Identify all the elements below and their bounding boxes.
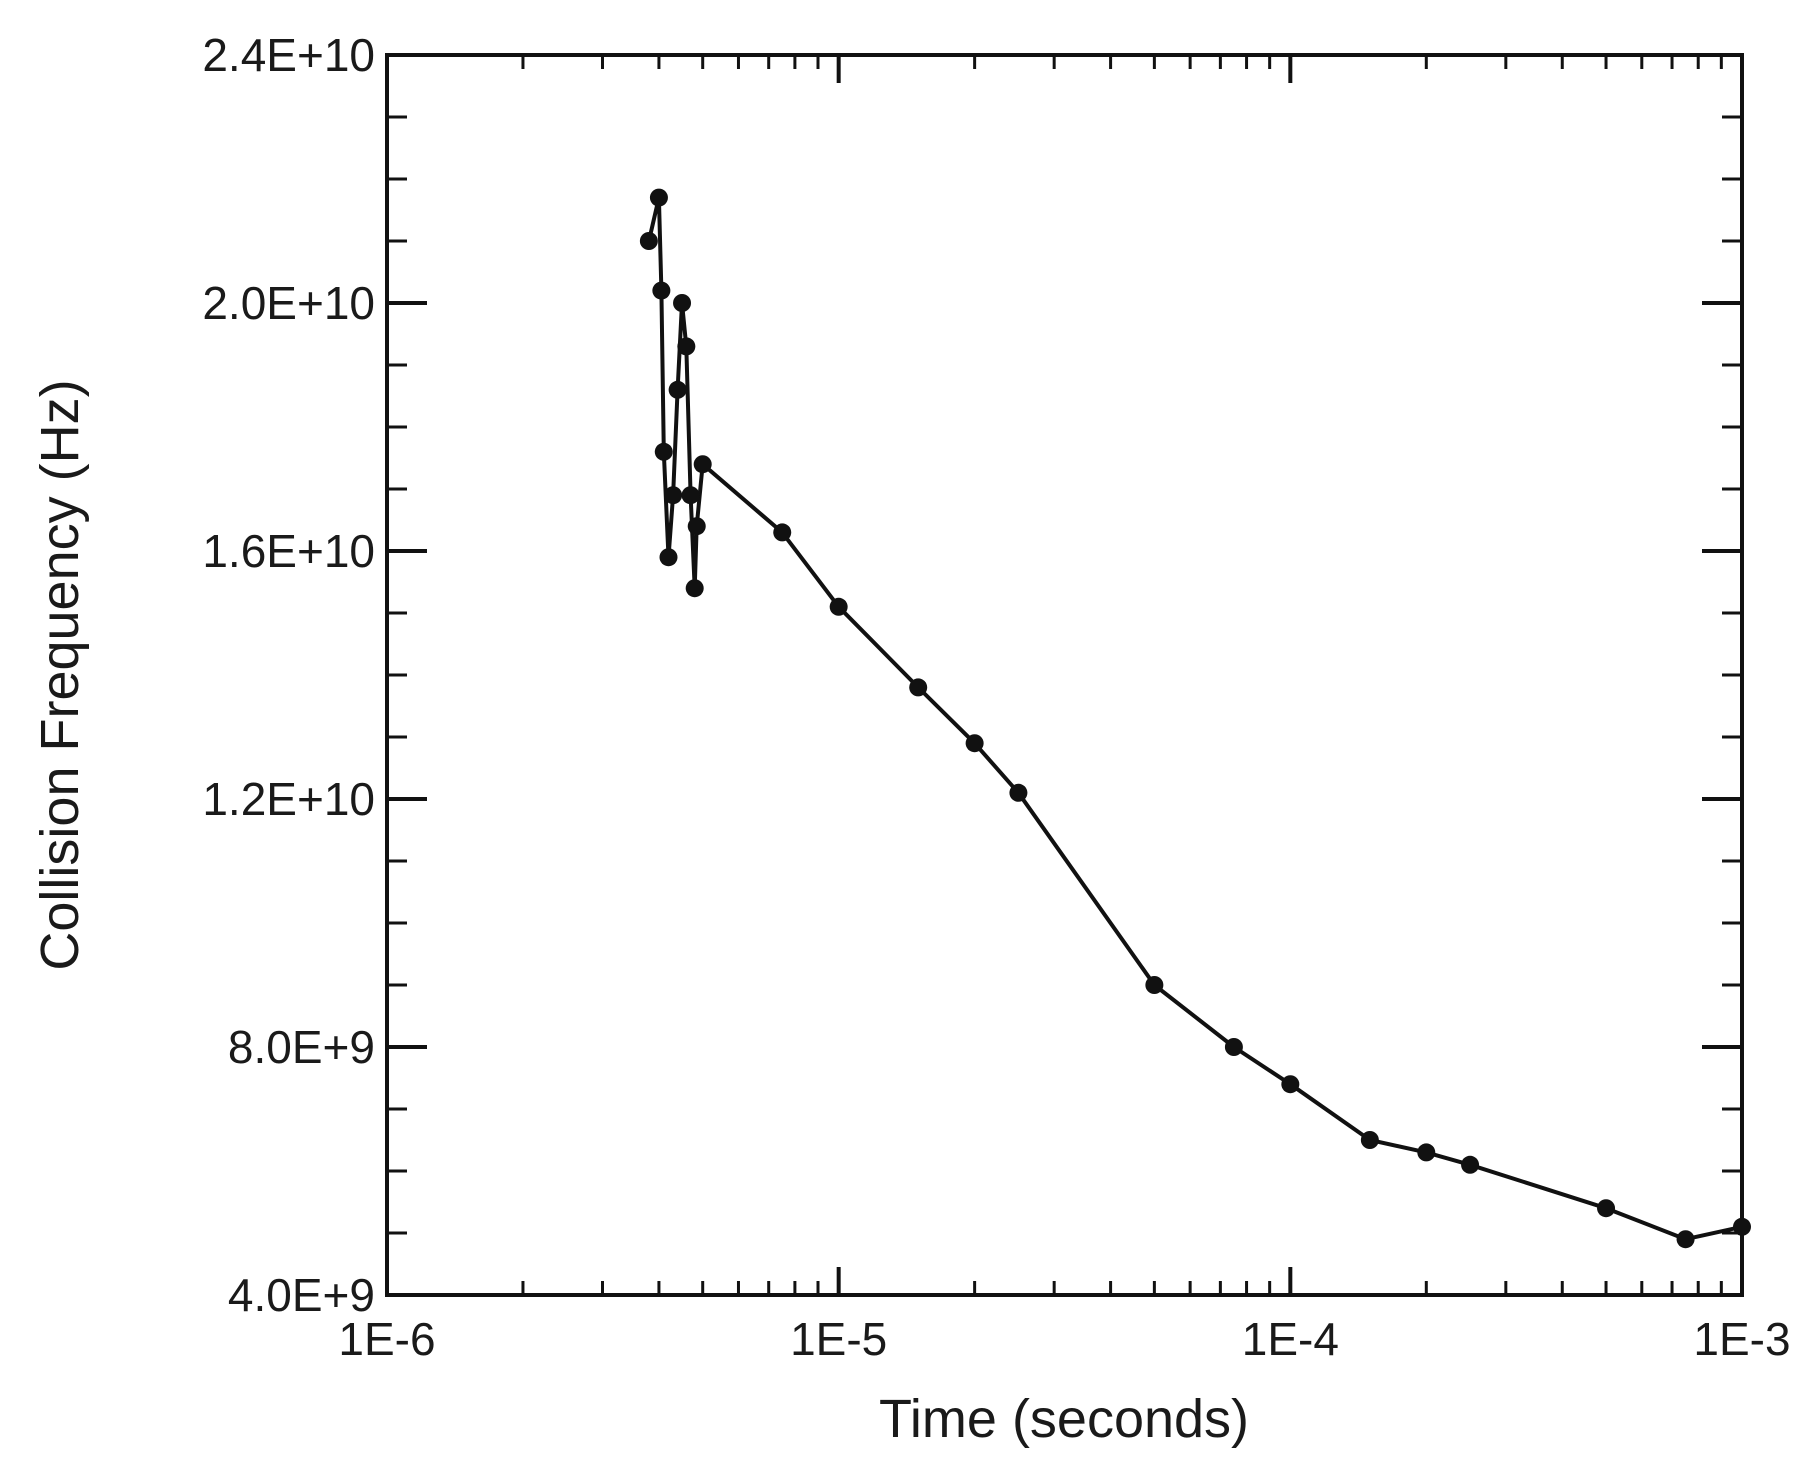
data-point bbox=[639, 232, 658, 250]
data-point bbox=[654, 442, 673, 461]
x-tick-labels: 1E-6 1E-5 1E-4 1E-3 bbox=[338, 1313, 1790, 1365]
data-point bbox=[909, 678, 928, 697]
series-layer bbox=[639, 188, 1751, 1249]
y-axis-title: Collision Frequency (Hz) bbox=[30, 379, 90, 970]
data-point bbox=[685, 579, 704, 598]
y-tick-label: 1.6E+10 bbox=[202, 525, 375, 577]
data-point bbox=[1461, 1155, 1480, 1174]
x-tick-label: 1E-4 bbox=[1242, 1313, 1339, 1365]
data-point bbox=[659, 548, 678, 567]
data-point bbox=[1281, 1075, 1300, 1094]
data-point bbox=[649, 188, 668, 207]
data-point bbox=[1145, 976, 1164, 994]
data-point bbox=[1733, 1217, 1751, 1236]
data-point bbox=[668, 380, 687, 399]
data-point bbox=[1597, 1199, 1616, 1218]
y-tick-label: 2.4E+10 bbox=[202, 29, 375, 81]
data-point bbox=[1009, 783, 1028, 802]
axis-ticks bbox=[385, 53, 1744, 1297]
x-tick-label: 1E-3 bbox=[1693, 1313, 1790, 1365]
x-axis-title: Time (seconds) bbox=[879, 1389, 1249, 1449]
data-point bbox=[673, 294, 692, 312]
y-tick-label: 1.2E+10 bbox=[202, 773, 375, 825]
x-tick-label: 1E-6 bbox=[338, 1313, 435, 1365]
data-point bbox=[693, 455, 712, 474]
data-point bbox=[687, 517, 706, 536]
data-point bbox=[1676, 1230, 1695, 1249]
data-point bbox=[829, 597, 848, 616]
data-point bbox=[773, 523, 792, 542]
data-point bbox=[965, 734, 984, 753]
x-tick-label: 1E-5 bbox=[790, 1313, 887, 1365]
data-point bbox=[1360, 1131, 1379, 1149]
y-tick-labels: 4.0E+9 8.0E+9 1.2E+10 1.6E+10 2.0E+10 2.4E+10 bbox=[202, 29, 375, 1321]
y-tick-label: 4.0E+9 bbox=[228, 1269, 375, 1321]
data-point bbox=[1417, 1143, 1436, 1162]
data-point bbox=[677, 337, 696, 356]
data-point bbox=[664, 486, 683, 505]
data-point bbox=[681, 486, 700, 505]
plot-frame bbox=[385, 53, 1744, 1297]
data-point bbox=[1224, 1038, 1243, 1056]
y-tick-label: 8.0E+9 bbox=[228, 1021, 375, 1073]
y-tick-label: 2.0E+10 bbox=[202, 277, 375, 329]
series-line bbox=[646, 195, 1743, 1242]
data-point bbox=[652, 281, 671, 300]
